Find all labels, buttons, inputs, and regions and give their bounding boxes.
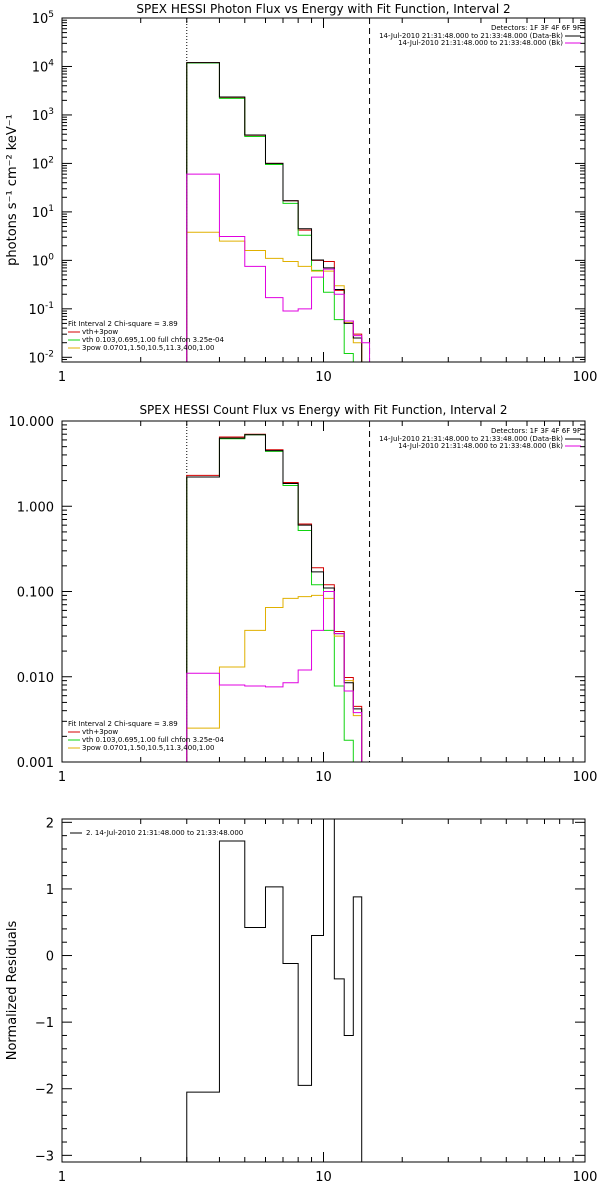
series-line-vth-3pow: [186, 62, 371, 362]
series-line-series-4: [186, 591, 363, 762]
fit-legend-item: vth+3pow: [82, 728, 118, 736]
y-tick-exponent: 5: [48, 10, 54, 20]
chart-title: SPEX HESSI Count Flux vs Energy with Fit…: [139, 403, 507, 417]
y-tick-label: 0.010: [17, 671, 54, 686]
x-tick-label: 100: [573, 770, 598, 785]
residual-legend-item: 2. 14-Jul-2010 21:31:48.000 to 21:33:48.…: [86, 829, 243, 837]
y-tick-label: 102: [32, 155, 54, 172]
x-tick-label: 10: [315, 1170, 332, 1185]
y-tick-label: 104: [32, 58, 55, 75]
y-tick-exponent: -1: [45, 301, 54, 311]
y-tick-exponent: 0: [48, 252, 54, 262]
y-tick-exponent: 3: [48, 107, 54, 117]
fit-legend-item: vth 0.103,0.695,1.00 full chfon 3.25e-04: [82, 336, 224, 344]
detector-legend-item: 14-Jul-2010 21:31:48.000 to 21:33:48.000…: [398, 442, 563, 450]
x-tick-label: 100: [573, 370, 598, 385]
series-line-series-3: [186, 62, 363, 362]
y-tick-label: 0.100: [17, 586, 54, 601]
plot-frame: [61, 17, 586, 363]
y-tick-label: 2: [46, 816, 54, 831]
y-tick-exponent: 2: [48, 155, 54, 165]
series-line-vth: [186, 434, 354, 762]
detector-legend-header: Detectors: 1F 3F 4F 6F 9F: [491, 427, 581, 435]
series-group: [186, 62, 371, 362]
plot-frame: [61, 420, 586, 763]
y-tick-base: 10: [32, 109, 49, 124]
y-tick-label: 10-2: [28, 349, 54, 366]
detector-legend-item: 14-Jul-2010 21:31:48.000 to 21:33:48.000…: [398, 39, 563, 47]
photon-flux-panel: SPEX HESSI Photon Flux vs Energy with Fi…: [5, 2, 598, 385]
x-tick-label: 1: [58, 370, 66, 385]
y-tick-label: 10.000: [9, 415, 55, 430]
y-tick-label: 0.001: [17, 756, 54, 771]
fit-legend-header: Fit Interval 2 Chi-square = 3.89: [68, 720, 178, 728]
y-tick-base: 10: [32, 206, 49, 221]
series-line-series-4: [186, 173, 371, 362]
fit-legend-item: vth 0.103,0.695,1.00 full chfon 3.25e-04: [82, 736, 224, 744]
series-line-series-0: [186, 819, 363, 1162]
y-tick-exponent: 4: [48, 58, 54, 68]
y-tick-base: 10: [32, 254, 49, 269]
y-tick-exponent: 1: [48, 204, 54, 214]
detector-legend-item: 14-Jul-2010 21:31:48.000 to 21:33:48.000…: [379, 32, 563, 40]
y-tick-label: 100: [32, 252, 55, 269]
y-tick-label: 103: [32, 107, 54, 124]
residuals-panel: 1 10 100 −3 −2 −1 0 1 2 Normalized Residuals 2. 14…: [5, 816, 598, 1185]
fit-legend-header: Fit Interval 2 Chi-square = 3.89: [68, 320, 178, 328]
y-tick-label: 10-1: [28, 301, 54, 318]
x-tick-label: 100: [573, 1170, 598, 1185]
y-tick-label: 1: [46, 883, 54, 898]
series-line-3pow: [186, 594, 363, 762]
x-tick-label: 1: [58, 1170, 66, 1185]
fit-legend-item: 3pow 0.0701,1.50,10.5,11.3,400,1.00: [82, 744, 214, 752]
y-tick-label: 101: [32, 204, 54, 221]
y-tick-exponent: -2: [45, 349, 54, 359]
y-axis-label: Normalized Residuals: [5, 921, 20, 1061]
count-flux-panel: SPEX HESSI Count Flux vs Energy with Fit…: [9, 403, 598, 785]
x-tick-label: 10: [315, 370, 332, 385]
y-tick-base: 10: [32, 12, 49, 27]
y-tick-base: 10: [28, 303, 45, 318]
x-tick-label: 10: [315, 770, 332, 785]
detector-legend-item: 14-Jul-2010 21:31:48.000 to 21:33:48.000…: [379, 435, 563, 443]
y-tick-label: 0: [46, 950, 54, 965]
x-tick-label: 1: [58, 770, 66, 785]
fit-legend-item: 3pow 0.0701,1.50,10.5,11.3,400,1.00: [82, 344, 214, 352]
y-tick-base: 10: [32, 157, 49, 172]
fit-legend-item: vth+3pow: [82, 328, 118, 336]
y-tick-label: −3: [35, 1149, 54, 1164]
y-tick-label: 1.000: [17, 500, 54, 515]
y-tick-label: 105: [32, 10, 54, 27]
series-line-vth: [186, 62, 354, 362]
series-line-series-3: [186, 434, 363, 762]
y-tick-base: 10: [32, 60, 49, 75]
series-group: [186, 819, 363, 1162]
chart-title: SPEX HESSI Photon Flux vs Energy with Fi…: [136, 2, 510, 16]
y-tick-label: −2: [35, 1083, 54, 1098]
y-axis-label: photons s⁻¹ cm⁻² keV⁻¹: [5, 114, 20, 266]
series-line-vth-3pow: [186, 433, 363, 762]
y-tick-label: −1: [35, 1016, 54, 1031]
y-tick-base: 10: [28, 351, 45, 366]
series-line-3pow: [186, 231, 363, 362]
detector-legend-header: Detectors: 1F 3F 4F 6F 9F: [491, 24, 581, 32]
series-group: [186, 433, 363, 762]
plot-frame: [61, 818, 586, 1163]
